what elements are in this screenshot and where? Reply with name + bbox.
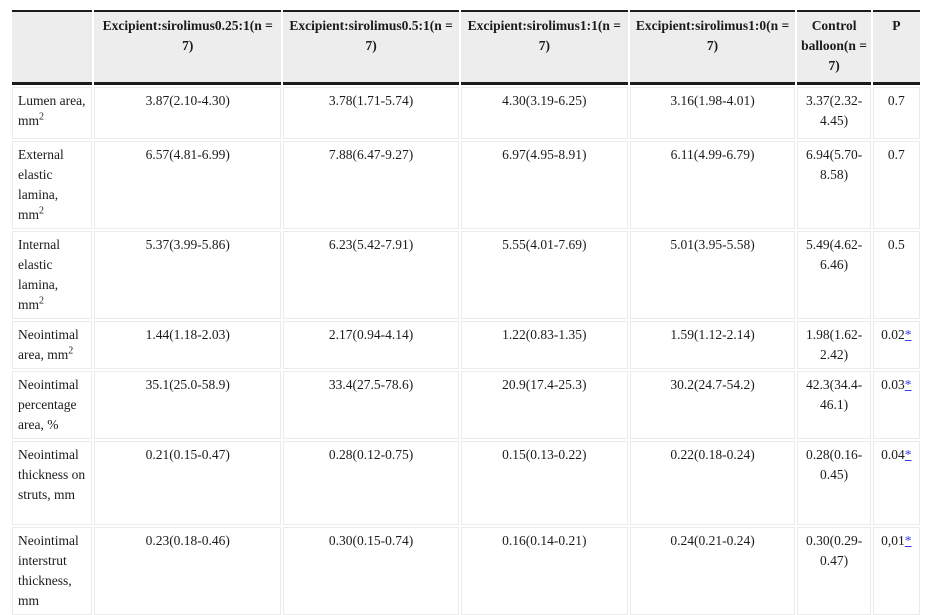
column-header-excipient-sirolimus-025-1: Excipient:sirolimus0.25:1(n = 7) <box>94 10 282 85</box>
table-row: Lumen area, mm2 3.87(2.10-4.30) 3.78(1.7… <box>12 87 920 139</box>
row-label-superscript: 2 <box>39 205 45 217</box>
row-label: Neointimal interstrut thickness, mm <box>18 533 79 608</box>
significance-footnote-link[interactable]: * <box>904 377 912 392</box>
column-header-excipient-sirolimus-1-1: Excipient:sirolimus1:1(n = 7) <box>460 10 628 85</box>
value-cell: 0.22(0.18-0.24) <box>629 441 796 525</box>
value-cell: 5.49(4.62-6.46) <box>797 231 871 319</box>
value-cell: 0.21(0.15-0.47) <box>94 441 282 525</box>
row-label: Internal elastic lamina, mm <box>18 237 60 312</box>
value-cell: 0.28(0.16-0.45) <box>797 441 871 525</box>
p-value: 0,01 <box>881 533 905 548</box>
value-cell: 0.24(0.21-0.24) <box>629 527 796 615</box>
row-label: External elastic lamina, mm <box>18 147 64 222</box>
table-row: Internal elastic lamina, mm2 5.37(3.99-5… <box>12 231 920 319</box>
significance-footnote-link[interactable]: * <box>904 447 912 462</box>
row-label-cell: Lumen area, mm2 <box>12 87 93 139</box>
value-cell: 7.88(6.47-9.27) <box>283 141 459 229</box>
significance-footnote-link[interactable]: * <box>904 533 912 548</box>
results-table: Excipient:sirolimus0.25:1(n = 7) Excipie… <box>10 8 922 615</box>
value-cell: 6.97(4.95-8.91) <box>460 141 628 229</box>
value-cell: 3.87(2.10-4.30) <box>94 87 282 139</box>
row-label-cell: Neointimal thickness on struts, mm <box>12 441 93 525</box>
column-header-excipient-sirolimus-05-1: Excipient:sirolimus0.5:1(n = 7) <box>283 10 459 85</box>
p-value: 0.5 <box>887 237 905 252</box>
value-cell: 6.57(4.81-6.99) <box>94 141 282 229</box>
p-value-cell: 0.7 <box>872 87 920 139</box>
column-header-control-balloon: Control balloon(n = 7) <box>797 10 871 85</box>
p-value: 0.7 <box>887 147 905 162</box>
value-cell: 0.15(0.13-0.22) <box>460 441 628 525</box>
value-cell: 6.11(4.99-6.79) <box>629 141 796 229</box>
row-label: Neointimal area, mm <box>18 327 79 362</box>
row-label: Neointimal percentage area, % <box>18 377 79 432</box>
table-row: Neointimal percentage area, % 35.1(25.0-… <box>12 371 920 439</box>
p-value: 0.03 <box>881 377 905 392</box>
row-label: Lumen area, mm <box>18 93 86 128</box>
row-label-superscript: 2 <box>39 295 45 307</box>
header-row: Excipient:sirolimus0.25:1(n = 7) Excipie… <box>12 10 920 85</box>
table-row: External elastic lamina, mm2 6.57(4.81-6… <box>12 141 920 229</box>
row-label: Neointimal thickness on struts, mm <box>18 447 86 502</box>
row-label-cell: Neointimal area, mm2 <box>12 321 93 369</box>
value-cell: 6.94(5.70-8.58) <box>797 141 871 229</box>
value-cell: 1.98(1.62-2.42) <box>797 321 871 369</box>
value-cell: 1.22(0.83-1.35) <box>460 321 628 369</box>
p-value-cell: 0.5 <box>872 231 920 319</box>
value-cell: 0.28(0.12-0.75) <box>283 441 459 525</box>
value-cell: 4.30(3.19-6.25) <box>460 87 628 139</box>
p-value: 0.7 <box>887 93 905 108</box>
value-cell: 0.30(0.29-0.47) <box>797 527 871 615</box>
value-cell: 5.01(3.95-5.58) <box>629 231 796 319</box>
value-cell: 0.23(0.18-0.46) <box>94 527 282 615</box>
value-cell: 0.16(0.14-0.21) <box>460 527 628 615</box>
value-cell: 33.4(27.5-78.6) <box>283 371 459 439</box>
p-value: 0.02 <box>881 327 905 342</box>
table-row: Neointimal thickness on struts, mm 0.21(… <box>12 441 920 525</box>
column-header-p: P <box>872 10 920 85</box>
row-label-cell: Neointimal percentage area, % <box>12 371 93 439</box>
value-cell: 6.23(5.42-7.91) <box>283 231 459 319</box>
row-label-superscript: 2 <box>68 345 74 357</box>
value-cell: 1.59(1.12-2.14) <box>629 321 796 369</box>
value-cell: 30.2(24.7-54.2) <box>629 371 796 439</box>
row-label-cell: Internal elastic lamina, mm2 <box>12 231 93 319</box>
value-cell: 5.55(4.01-7.69) <box>460 231 628 319</box>
value-cell: 3.16(1.98-4.01) <box>629 87 796 139</box>
value-cell: 20.9(17.4-25.3) <box>460 371 628 439</box>
value-cell: 5.37(3.99-5.86) <box>94 231 282 319</box>
value-cell: 0.30(0.15-0.74) <box>283 527 459 615</box>
value-cell: 1.44(1.18-2.03) <box>94 321 282 369</box>
value-cell: 35.1(25.0-58.9) <box>94 371 282 439</box>
p-value-cell: 0,01* <box>872 527 920 615</box>
value-cell: 42.3(34.4-46.1) <box>797 371 871 439</box>
significance-footnote-link[interactable]: * <box>904 327 912 342</box>
row-label-cell: External elastic lamina, mm2 <box>12 141 93 229</box>
p-value-cell: 0.04* <box>872 441 920 525</box>
p-value-cell: 0.02* <box>872 321 920 369</box>
row-label-cell: Neointimal interstrut thickness, mm <box>12 527 93 615</box>
row-label-superscript: 2 <box>39 111 45 123</box>
table-row: Neointimal area, mm2 1.44(1.18-2.03) 2.1… <box>12 321 920 369</box>
p-value-cell: 0.03* <box>872 371 920 439</box>
value-cell: 3.37(2.32-4.45) <box>797 87 871 139</box>
p-value-cell: 0.7 <box>872 141 920 229</box>
value-cell: 2.17(0.94-4.14) <box>283 321 459 369</box>
column-header-blank <box>12 10 93 85</box>
value-cell: 3.78(1.71-5.74) <box>283 87 459 139</box>
column-header-excipient-sirolimus-1-0: Excipient:sirolimus1:0(n = 7) <box>629 10 796 85</box>
table-row: Neointimal interstrut thickness, mm 0.23… <box>12 527 920 615</box>
p-value: 0.04 <box>881 447 905 462</box>
